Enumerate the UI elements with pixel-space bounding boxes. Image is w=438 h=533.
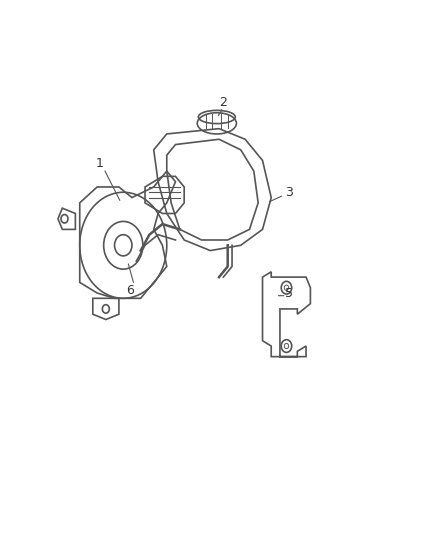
- Text: 6: 6: [126, 284, 134, 297]
- Text: 3: 3: [285, 186, 293, 199]
- Text: 5: 5: [285, 287, 293, 300]
- Text: 1: 1: [95, 157, 103, 169]
- Text: 2: 2: [219, 95, 227, 109]
